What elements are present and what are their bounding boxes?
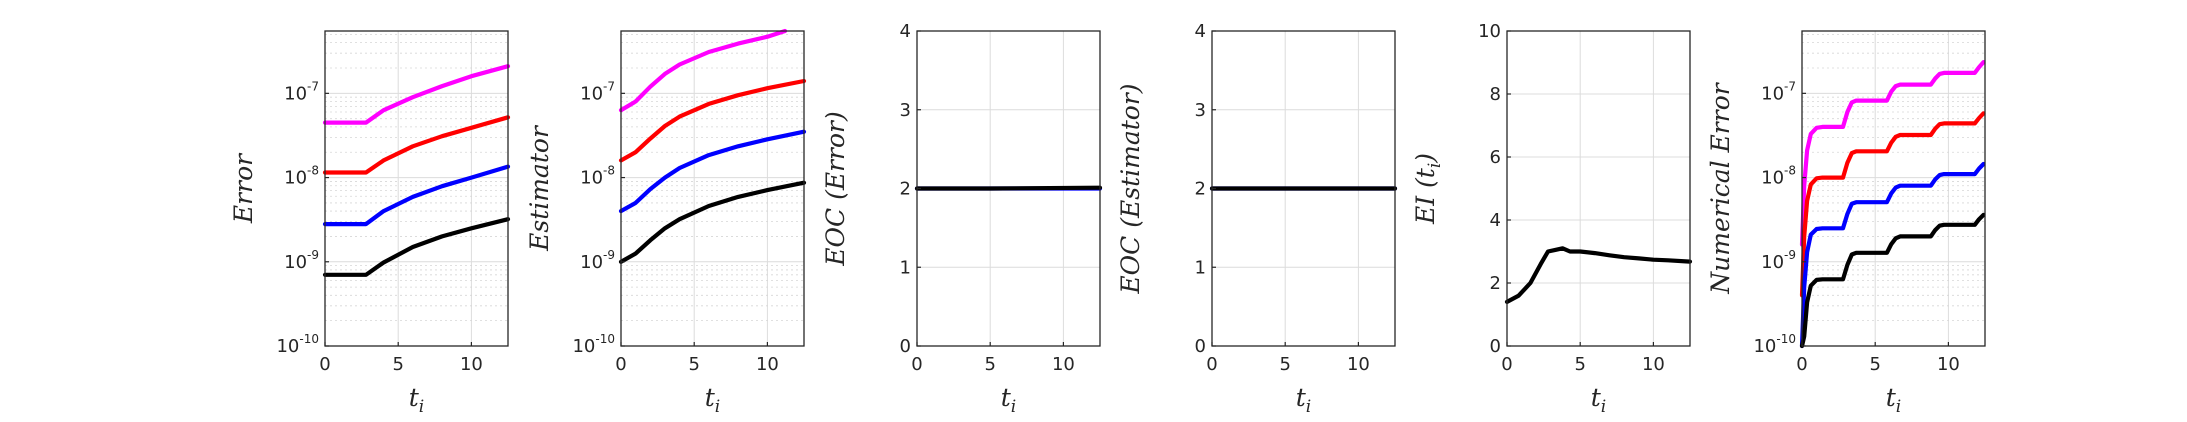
y-tick-label: 0 <box>1195 336 1206 357</box>
y-tick-label: 10 <box>1478 21 1501 42</box>
axes-frame <box>620 30 805 347</box>
y-tick-label: 10-8 <box>1761 164 1796 189</box>
x-tick-label: 0 <box>615 354 626 375</box>
y-tick-label: 3 <box>900 100 911 121</box>
x-tick-label: 10 <box>756 354 779 375</box>
y-axis-label: EOC (Estimator) <box>1116 83 1145 294</box>
x-tick-label: 5 <box>392 354 403 375</box>
x-tick-label: 10 <box>460 354 483 375</box>
x-axis-label: ti <box>1296 383 1311 417</box>
y-tick-label: 3 <box>1195 100 1206 121</box>
grid <box>1507 31 1690 346</box>
y-tick-label: 4 <box>900 21 911 42</box>
y-tick-label: 1 <box>1195 257 1206 278</box>
y-axis-label: Estimator <box>525 124 554 252</box>
x-tick-label: 10 <box>1642 354 1665 375</box>
chart-panel-3: 0 5 10 0 1 2 3 4 ti EOC (Error) <box>821 21 1103 417</box>
series-line-4 <box>322 217 511 277</box>
y-tick-label: 10-8 <box>284 164 319 189</box>
series-line-3 <box>618 129 807 214</box>
y-tick-label: 8 <box>1490 84 1501 105</box>
y-tick-label: 0 <box>1490 336 1501 357</box>
axes-frame <box>324 30 509 347</box>
y-tick-label: 4 <box>1195 21 1206 42</box>
x-tick-label: 0 <box>911 354 922 375</box>
series-line-4 <box>1799 212 1986 349</box>
series-line-2 <box>914 185 1103 191</box>
axes-frame <box>1506 30 1691 347</box>
series-line-1 <box>618 28 788 113</box>
series-line-2 <box>322 115 511 175</box>
y-axis-label: EI (ti) <box>1411 153 1445 225</box>
y-tick-label: 10-10 <box>1753 332 1796 357</box>
y-tick-label: 0 <box>900 336 911 357</box>
y-tick-label: 10-10 <box>572 332 615 357</box>
x-tick-label: 10 <box>1937 354 1960 375</box>
x-tick-label: 5 <box>1279 354 1290 375</box>
x-tick-label: 10 <box>1347 354 1370 375</box>
x-tick-label: 0 <box>1796 354 1807 375</box>
x-tick-label: 5 <box>984 354 995 375</box>
y-tick-label: 2 <box>1195 179 1206 200</box>
series-line-1 <box>1799 59 1986 247</box>
x-tick-label: 10 <box>1052 354 1075 375</box>
y-axis-label: EOC (Error) <box>821 111 850 266</box>
y-axis-label: Numerical Error <box>1706 81 1735 294</box>
y-tick-label: 4 <box>1490 210 1501 231</box>
grid <box>621 31 804 346</box>
series-line-2 <box>618 78 807 163</box>
series-line-3 <box>1799 161 1986 349</box>
x-axis-label: ti <box>1591 383 1606 417</box>
y-tick-label: 10-9 <box>1761 248 1796 273</box>
y-tick-label: 10-8 <box>580 164 615 189</box>
chart-panel-1: 0 5 10 10-10 10-9 10-8 10-7 ti Error <box>229 30 511 417</box>
chart-panel-5: 0 5 10 0 2 4 6 8 10 ti EI (ti) <box>1411 21 1693 417</box>
y-tick-label: 6 <box>1490 147 1501 168</box>
series-line-3 <box>322 164 511 227</box>
x-axis-label: ti <box>1001 383 1016 417</box>
y-tick-label: 2 <box>900 179 911 200</box>
series-line-1 <box>1504 246 1693 304</box>
x-tick-label: 0 <box>1501 354 1512 375</box>
y-tick-label: 1 <box>900 257 911 278</box>
x-tick-label: 5 <box>688 354 699 375</box>
series-line-4 <box>618 180 807 264</box>
y-axis-label: Error <box>229 152 258 224</box>
chart-panel-4: 0 5 10 0 1 2 3 4 ti EOC (Estimator) <box>1116 21 1398 417</box>
series-line-1 <box>322 64 511 125</box>
chart-panel-2: 0 5 10 10-10 10-9 10-8 10-7 ti Estimator <box>525 28 807 417</box>
x-axis-label: ti <box>409 383 424 417</box>
x-axis-label: ti <box>705 383 720 417</box>
y-tick-label: 10-9 <box>284 248 319 273</box>
y-tick-label: 10-7 <box>1761 79 1796 104</box>
x-tick-label: 5 <box>1574 354 1585 375</box>
grid <box>325 31 508 346</box>
chart-panel-6: 0 5 10 10-10 10-9 10-8 10-7 ti Numerical Error <box>1706 30 1986 417</box>
x-tick-label: 0 <box>1206 354 1217 375</box>
y-tick-label: 10-9 <box>580 248 615 273</box>
series-line-2 <box>1799 111 1986 298</box>
y-tick-label: 2 <box>1490 273 1501 294</box>
y-tick-label: 10-7 <box>580 79 615 104</box>
x-axis-label: ti <box>1886 383 1901 417</box>
axes-frame <box>1801 30 1986 347</box>
x-tick-label: 5 <box>1869 354 1880 375</box>
y-tick-label: 10-7 <box>284 79 319 104</box>
y-tick-label: 10-10 <box>276 332 319 357</box>
x-tick-label: 0 <box>319 354 330 375</box>
